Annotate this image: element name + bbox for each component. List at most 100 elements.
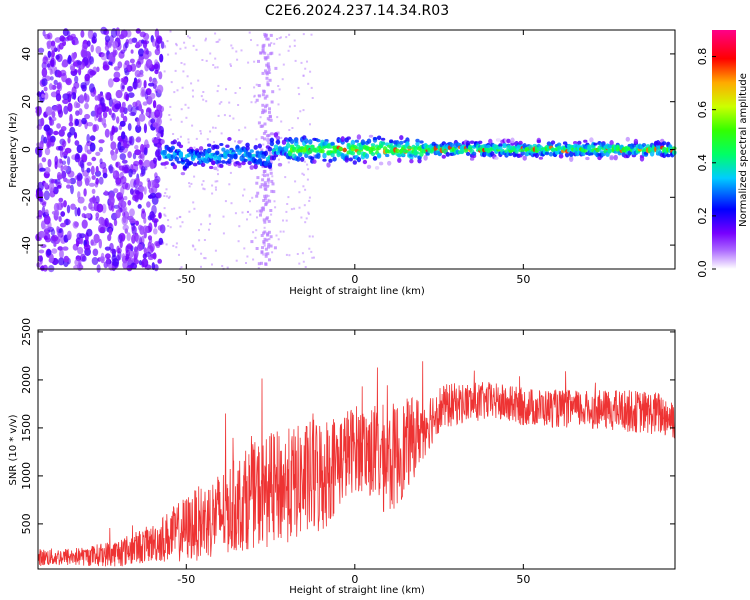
heatmap-cell xyxy=(59,158,63,164)
heatmap-cell xyxy=(310,250,313,253)
heatmap-cell xyxy=(262,240,266,244)
heatmap-cell xyxy=(263,122,267,126)
heatmap-cell xyxy=(360,139,366,146)
heatmap-cell xyxy=(270,213,273,216)
heatmap-cell xyxy=(117,61,123,69)
heatmap-cell xyxy=(229,63,232,66)
heatmap-cell xyxy=(223,155,228,160)
heatmap-cell xyxy=(43,215,51,225)
heatmap-cell xyxy=(121,159,128,164)
heatmap-cell xyxy=(130,49,134,54)
heatmap-cell xyxy=(382,165,388,170)
heatmap-cell xyxy=(154,48,161,56)
heatmap-cell xyxy=(338,146,343,152)
heatmap-cell xyxy=(120,49,126,54)
heatmap-cell xyxy=(362,159,368,165)
heatmap-cell xyxy=(261,108,265,112)
heatmap-cell xyxy=(309,70,312,73)
heatmap-cell xyxy=(129,218,136,224)
heatmap-cell xyxy=(185,116,188,119)
heatmap-cell xyxy=(121,101,126,109)
heatmap-cell xyxy=(84,175,91,184)
heatmap-cell xyxy=(227,137,232,141)
heatmap-cell xyxy=(556,145,562,150)
heatmap-cell xyxy=(267,133,271,137)
heatmap-cell xyxy=(45,209,49,216)
heatmap-cell xyxy=(262,199,266,202)
heatmap-cell xyxy=(63,165,68,171)
heatmap-cell xyxy=(263,56,267,60)
heatmap-cell xyxy=(297,86,300,89)
heatmap-cell xyxy=(268,199,272,203)
heatmap-cell xyxy=(253,163,258,170)
heatmap-cell xyxy=(250,240,254,244)
heatmap-cell xyxy=(417,155,422,160)
heatmap-cell xyxy=(427,134,432,139)
heatmap-cell xyxy=(111,112,116,121)
heatmap-cell xyxy=(141,258,149,268)
heatmap-cell xyxy=(200,252,203,255)
heatmap-cell xyxy=(42,56,49,65)
heatmap-cell xyxy=(257,84,261,87)
heatmap-cell xyxy=(191,124,194,127)
heatmap-cell xyxy=(74,258,81,266)
heatmap-cell xyxy=(138,260,143,266)
heatmap-cell xyxy=(110,141,117,151)
heatmap-cell xyxy=(84,102,89,110)
heatmap-cell xyxy=(263,183,267,187)
heatmap-cell xyxy=(264,247,268,251)
heatmap-cell xyxy=(277,162,283,167)
heatmap-cell xyxy=(73,265,81,270)
heatmap-cell xyxy=(37,210,43,218)
heatmap-cell xyxy=(164,192,167,195)
heatmap-cell xyxy=(265,149,269,153)
heatmap-cell xyxy=(550,137,556,142)
heatmap-cell xyxy=(310,144,315,148)
heatmap-cell xyxy=(221,147,226,152)
heatmap-cell xyxy=(407,146,412,150)
heatmap-cell xyxy=(108,108,112,116)
heatmap-cell xyxy=(269,132,275,136)
heatmap-cell xyxy=(307,82,310,85)
heatmap-cell xyxy=(49,253,54,263)
heatmap-cell xyxy=(569,152,574,157)
heatmap-cell xyxy=(142,253,147,260)
heatmap-cell xyxy=(143,247,147,253)
snr-y-label: SNR (10 * v/v) xyxy=(8,414,19,485)
heatmap-cell xyxy=(237,162,242,166)
heatmap-cell xyxy=(269,33,273,37)
heatmap-cell xyxy=(176,89,179,92)
heatmap-cell xyxy=(261,93,265,97)
heatmap-cell xyxy=(469,157,475,161)
heatmap-cell xyxy=(666,153,671,158)
heatmap-cell xyxy=(223,114,226,117)
heatmap-cell xyxy=(293,39,296,42)
heatmap-cell xyxy=(591,144,596,149)
heatmap-cell xyxy=(106,257,110,267)
heatmap-cell xyxy=(38,230,46,238)
heatmap-cell xyxy=(267,65,271,69)
heatmap-cell xyxy=(230,202,233,205)
heatmap-cell xyxy=(81,43,89,50)
heatmap-cell xyxy=(172,133,175,135)
heatmap-cell xyxy=(165,195,168,198)
heatmap-cell xyxy=(215,144,220,150)
heatmap-y-tick-label: -20 xyxy=(20,188,33,206)
heatmap-cell xyxy=(127,151,132,159)
heatmap-cell xyxy=(115,89,123,99)
heatmap-cell xyxy=(237,140,242,144)
colorbar-label: Normalized spectral amplitude xyxy=(738,73,749,227)
heatmap-cell xyxy=(104,217,109,228)
heatmap-cell xyxy=(224,200,227,203)
heatmap-cell xyxy=(308,247,311,250)
heatmap-cell xyxy=(300,61,303,64)
heatmap-cell xyxy=(233,153,238,160)
heatmap-cell xyxy=(51,111,56,118)
heatmap-cell xyxy=(257,121,261,125)
heatmap-cell xyxy=(47,140,52,149)
heatmap-cell xyxy=(41,78,48,87)
heatmap-cell xyxy=(94,112,98,122)
heatmap-cell xyxy=(302,74,305,77)
heatmap-cell xyxy=(50,44,57,52)
heatmap-cell xyxy=(129,111,136,117)
